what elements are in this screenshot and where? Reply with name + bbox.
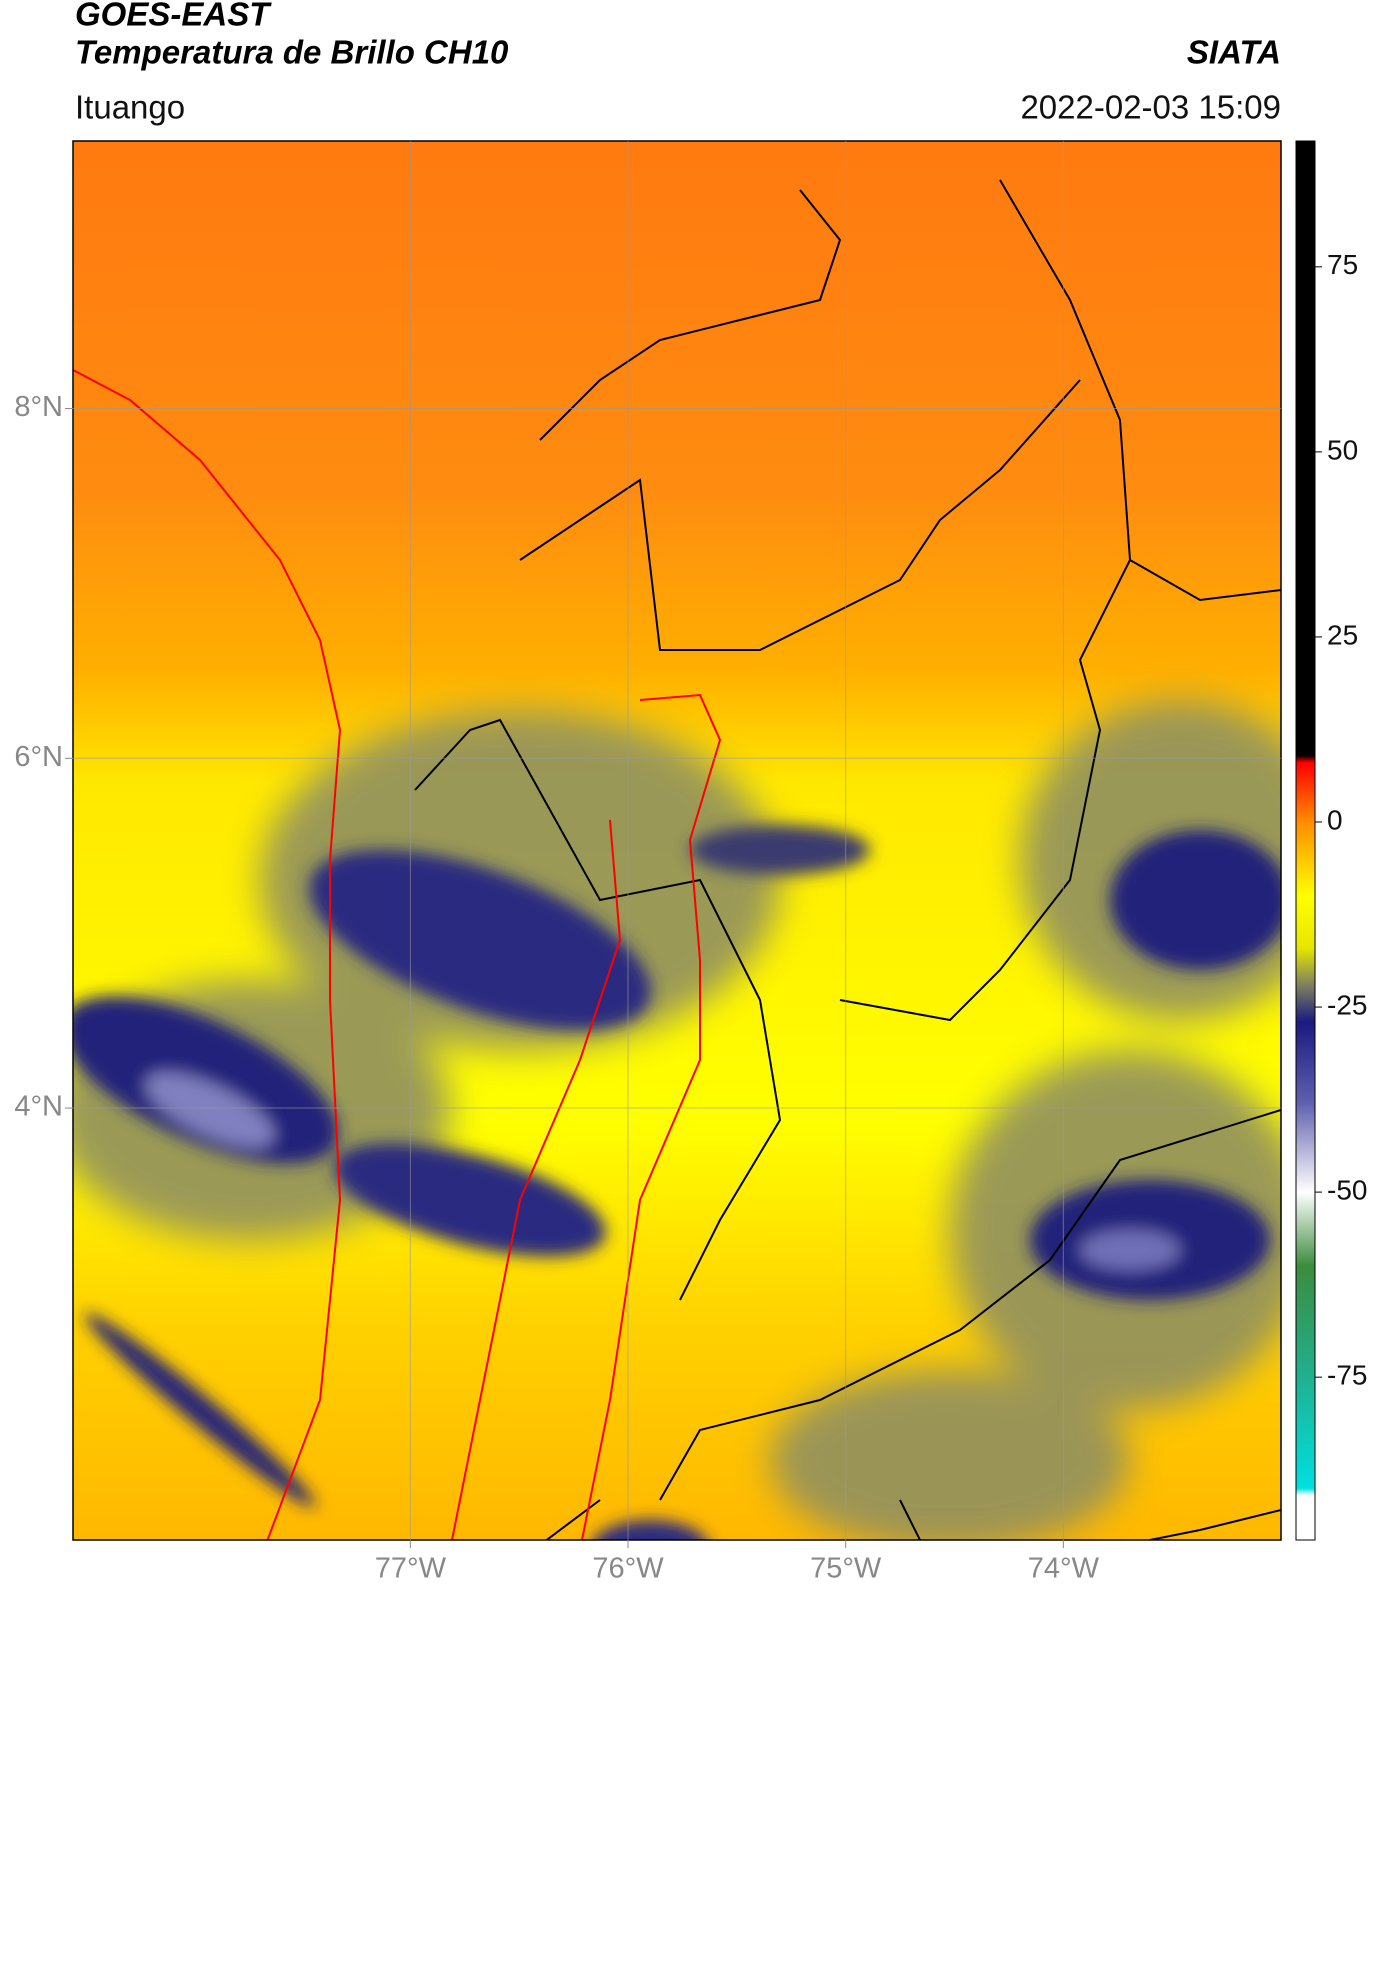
lon-tick-label: 74°W (1028, 1553, 1100, 1585)
colorbar-tick-label: -50 (1327, 1174, 1367, 1205)
colorbar (1295, 140, 1316, 1541)
colorbar-tick-label: -75 (1327, 1360, 1367, 1391)
subtitle: Temperatura de Brillo CH10 (75, 34, 509, 71)
colorbar-tick-label: 75 (1327, 249, 1358, 280)
location: Ituango (75, 89, 185, 126)
lat-tick-label: 6°N (14, 741, 63, 773)
colorbar-tick-label: 0 (1327, 804, 1343, 835)
colorbar-tick-label: 50 (1327, 434, 1358, 465)
colorbar-tick-label: -25 (1327, 989, 1367, 1020)
map-frame (72, 140, 1282, 1541)
lon-tick-label: 75°W (810, 1553, 882, 1585)
timestamp: 2022-02-03 15:09 (1020, 89, 1281, 126)
lon-tick-label: 77°W (375, 1553, 447, 1585)
title: GOES-EAST (75, 0, 272, 33)
lat-tick-label: 8°N (14, 391, 63, 423)
colorbar-tick-label: 25 (1327, 619, 1358, 650)
lat-tick-label: 4°N (14, 1091, 63, 1123)
lon-tick-label: 76°W (592, 1553, 664, 1585)
satellite-image (73, 141, 1281, 1540)
source: SIATA (1187, 34, 1281, 71)
